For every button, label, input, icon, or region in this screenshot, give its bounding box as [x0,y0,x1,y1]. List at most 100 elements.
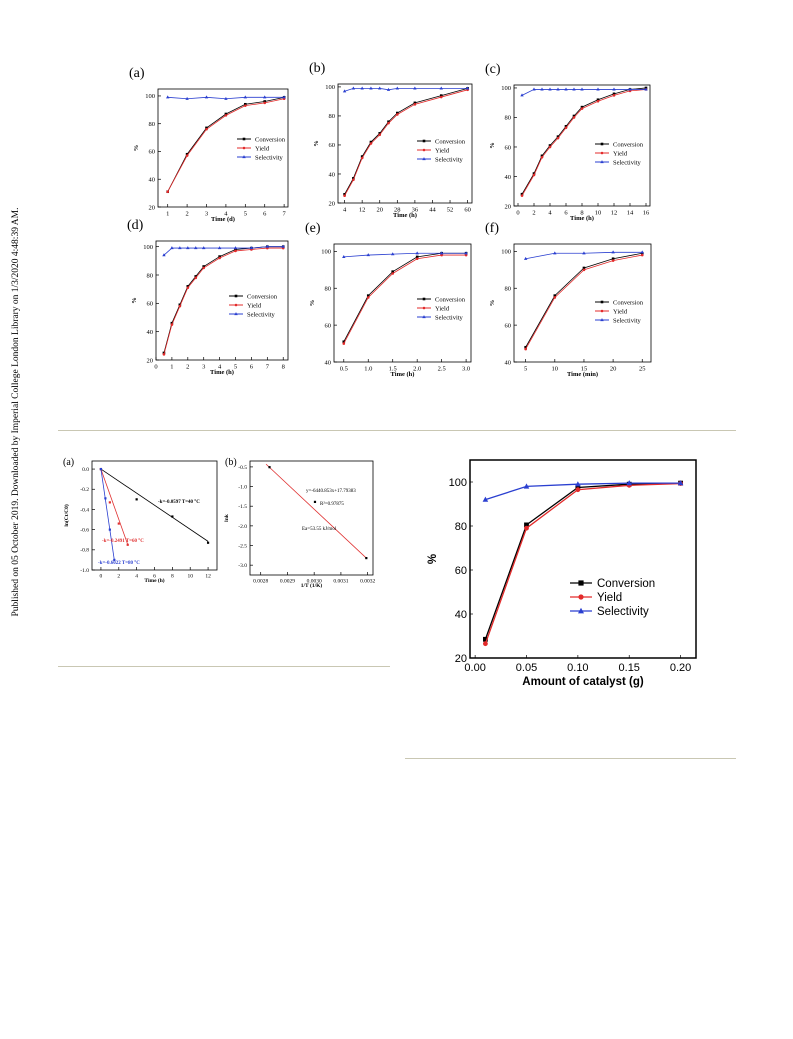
y-axis-label: ln(Ct/C0) [63,504,70,526]
legend-label: Conversion [613,299,644,306]
data-point [572,87,576,91]
data-point [178,246,182,250]
data-point [391,270,395,273]
data-point [600,300,604,304]
data-point [234,248,237,251]
y-tick-label: -1.0 [238,484,247,490]
x-axis-label: Time (h) [144,577,164,584]
x-tick-label: 10 [552,366,559,373]
chart-panel-a: (a) 1 2 3 4 5 6 7 20 40 60 80 100 Time (d)% Conversion… [129,66,289,223]
legend-label: Yield [613,150,628,157]
data-point [162,353,166,356]
series-line-selectivity [485,482,681,501]
chart-panel-c: (c) 0 2 4 6 8 10 12 14 16 20 40 60 80 100 Time (h)% Conv… [485,62,651,222]
legend-label: Yield [247,302,262,309]
panel-label: (c) [485,62,501,77]
y-tick-label: -0.4 [80,507,89,513]
x-tick-label: 6 [250,364,254,371]
legend-label: Yield [255,145,270,152]
series-line-selectivity [344,87,468,92]
y-tick-label: 100 [501,249,511,256]
y-axis-label: % [489,142,496,149]
plot-frame [157,88,289,208]
x-tick-label: 3.0 [462,366,470,373]
data-point [234,312,238,316]
data-point [369,142,373,145]
data-point [600,318,604,322]
data-point [415,255,419,259]
y-tick-label: 80 [329,113,336,120]
data-point [540,154,544,158]
x-axis-label: Time (min) [567,371,598,378]
x-tick-label: 6 [153,574,156,580]
panel-label: (e) [305,221,321,236]
series-line-yield [343,254,467,344]
y-tick-label: 40 [149,177,156,184]
series-line-yield [484,482,681,644]
y-tick-label: 20 [455,653,467,665]
data-point [523,483,530,489]
panel-label: (b) [309,61,326,76]
y-tick-label: -0.5 [238,465,247,471]
data-point [263,100,267,103]
legend-label: Conversion [435,296,466,303]
y-tick-label: 60 [149,149,156,156]
plot-frame [469,459,697,659]
y-tick-label: 80 [147,272,154,279]
panel-label: (b) [225,457,237,468]
data-point [170,321,174,325]
data-point [224,112,228,116]
y-tick-label: 40 [325,359,332,366]
y-tick-label: 0.0 [82,467,89,473]
legend-label: Conversion [435,138,466,145]
x-tick-label: 3 [205,211,208,218]
y-tick-label: 20 [329,200,336,207]
data-point [677,480,684,486]
x-tick-label: 28 [394,207,401,214]
y-axis-label: % [427,554,439,564]
data-point [242,146,246,150]
series-line-selectivity [521,89,646,96]
y-tick-label: -0.8 [80,548,89,554]
x-tick-label: 0.0031 [333,579,348,585]
data-point [186,286,190,290]
x-tick-label: 2 [185,211,188,218]
data-point [572,116,576,119]
data-point [540,87,544,91]
y-tick-label: 80 [505,115,512,122]
legend-label: Selectivity [435,156,464,163]
data-point [217,246,222,250]
y-tick-label: 40 [505,174,512,181]
data-point [170,246,174,250]
y-tick-label: 60 [455,565,467,577]
x-tick-label: 12 [611,210,618,217]
plot-frame [91,460,218,571]
y-axis-label: % [131,297,138,304]
data-point [243,95,248,99]
legend-label: Selectivity [435,314,464,321]
data-point [612,87,616,91]
data-point [263,101,267,105]
x-tick-label: 7 [282,211,286,218]
chart-panel-catalyst-amount: 0.00 0.05 0.10 0.15 0.20 20 40 60 80 100 Amount of… [427,459,697,688]
y-tick-label: 60 [505,322,512,329]
data-point [342,342,346,345]
data-point [369,86,373,90]
legend-label: Conversion [255,136,286,143]
y-tick-label: -1.0 [80,568,89,574]
plot-frame [337,83,473,204]
x-tick-label: 20 [376,207,383,214]
figure-kinetics-panels: (a) 0 2 4 6 8 10 12 -1.0 -0.8 -0.6 -0.4 -0.2 0.0 Time … [63,457,375,589]
x-tick-label: 8 [282,364,285,371]
data-point [612,94,616,97]
y-tick-label: 20 [505,203,512,210]
data-point [244,104,247,107]
data-point [170,323,174,326]
plot-frame [333,243,472,363]
legend-label: Selectivity [613,317,642,324]
data-point [108,501,111,504]
y-tick-label: 40 [329,171,336,178]
data-point [282,95,286,99]
series-line-selectivity [343,252,467,258]
data-point [611,257,615,261]
